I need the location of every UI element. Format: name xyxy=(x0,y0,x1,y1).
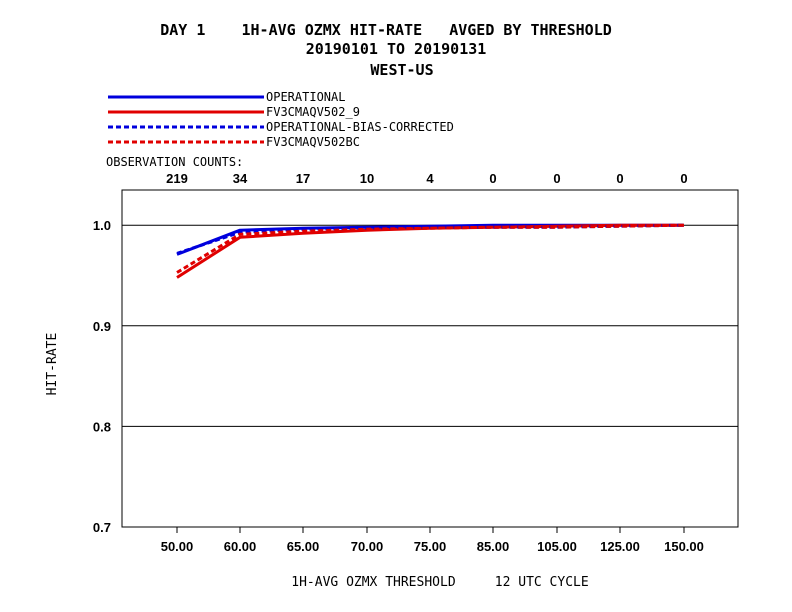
legend-entry-fv3cmaqv502bc: FV3CMAQV502BC xyxy=(108,135,360,149)
x-tick-label: 65.00 xyxy=(287,539,320,554)
legend-label-operational-bias-corrected: OPERATIONAL-BIAS-CORRECTED xyxy=(266,120,454,134)
chart-date-range: 20190101 TO 20190131 xyxy=(306,40,487,58)
observation-count: 34 xyxy=(233,171,248,186)
observation-count: 0 xyxy=(489,171,496,186)
observation-count: 17 xyxy=(296,171,310,186)
y-tick-label: 1.0 xyxy=(93,218,111,233)
chart-title: DAY 1 1H-AVG OZMX HIT-RATE AVGED BY THRE… xyxy=(160,21,612,39)
x-tick-label: 85.00 xyxy=(477,539,510,554)
y-axis-label: HIT-RATE xyxy=(45,333,60,396)
observation-counts-label: OBSERVATION COUNTS: xyxy=(106,155,243,169)
legend-entry-operational: OPERATIONAL xyxy=(108,90,345,104)
legend-label-fv3cmaqv502bc: FV3CMAQV502BC xyxy=(266,135,360,149)
x-axis-label: 1H-AVG OZMX THRESHOLD 12 UTC CYCLE xyxy=(291,575,588,590)
series-lines xyxy=(176,223,685,279)
legend-entry-fv3cmaqv502-9: FV3CMAQV502_9 xyxy=(108,105,360,119)
legend-entry-operational-bias-corrected: OPERATIONAL-BIAS-CORRECTED xyxy=(108,120,454,134)
x-tick-label: 105.00 xyxy=(537,539,577,554)
observation-counts: 219 34 17 10 4 0 0 0 0 xyxy=(166,171,687,186)
x-tick-label: 70.00 xyxy=(351,539,384,554)
observation-count: 219 xyxy=(166,171,188,186)
observation-count: 0 xyxy=(680,171,687,186)
observation-count: 0 xyxy=(616,171,623,186)
series-line-fv3cmaqv502bc xyxy=(176,223,685,274)
y-tick-label: 0.8 xyxy=(93,419,111,434)
x-tick-label: 125.00 xyxy=(600,539,640,554)
observation-count: 4 xyxy=(426,171,434,186)
x-tick-label: 75.00 xyxy=(414,539,447,554)
chart-region: WEST-US xyxy=(370,61,433,79)
legend-label-operational: OPERATIONAL xyxy=(266,90,345,104)
legend-label-fv3cmaqv502-9: FV3CMAQV502_9 xyxy=(266,105,360,119)
legend: OPERATIONAL FV3CMAQV502_9 OPERATIONAL-BI… xyxy=(108,90,454,149)
x-tick-label: 50.00 xyxy=(161,539,194,554)
observation-count: 0 xyxy=(553,171,560,186)
observation-count: 10 xyxy=(360,171,374,186)
y-axis-ticks: 0.7 0.8 0.9 1.0 xyxy=(93,218,111,535)
x-tick-label: 60.00 xyxy=(224,539,257,554)
series-line-fv3cmaqv502-9 xyxy=(176,223,684,279)
y-tick-label: 0.9 xyxy=(93,319,111,334)
x-axis-ticks: 50.00 60.00 65.00 70.00 75.00 85.00 105.00 125.… xyxy=(161,527,704,554)
x-tick-label: 150.00 xyxy=(664,539,704,554)
y-tick-label: 0.7 xyxy=(93,520,111,535)
